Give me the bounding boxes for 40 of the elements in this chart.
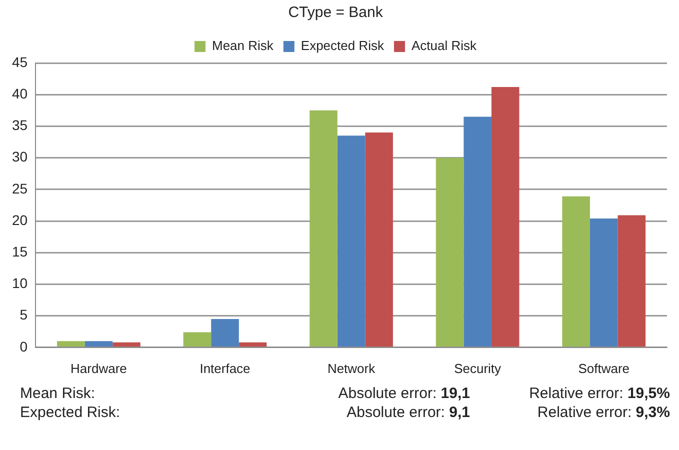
bar xyxy=(183,332,212,347)
legend-label: Mean Risk xyxy=(212,38,274,54)
bar xyxy=(211,318,239,347)
x-tick-label: Network xyxy=(327,360,376,376)
bar xyxy=(112,342,140,347)
y-tick-label: 20 xyxy=(12,212,28,228)
bar xyxy=(238,342,267,347)
y-tick-label: 35 xyxy=(12,117,28,134)
x-tick-label: Software xyxy=(578,360,630,376)
bar xyxy=(491,87,520,347)
bar xyxy=(590,218,618,347)
x-tick-label: Security xyxy=(454,360,502,376)
bar xyxy=(618,215,646,347)
bar xyxy=(562,196,590,347)
bar xyxy=(57,341,85,347)
y-tick-label: 5 xyxy=(20,306,28,323)
bar xyxy=(464,116,492,347)
y-tick-label: 10 xyxy=(12,275,28,292)
chart-title: CType = Bank xyxy=(288,4,384,22)
text: Absolute error: 19,1 xyxy=(337,385,470,402)
y-tick-label: 40 xyxy=(12,85,28,102)
y-tick-label: 0 xyxy=(20,338,28,354)
y-tick-label: 30 xyxy=(12,148,28,165)
bar xyxy=(365,132,393,347)
bar xyxy=(310,110,338,347)
y-tick-label: 25 xyxy=(12,180,28,196)
text: Relative error: 19,5% xyxy=(528,385,670,402)
legend-label: Actual Risk xyxy=(411,38,478,54)
text: Relative error: 9,3% xyxy=(536,404,670,421)
x-tick-label: Hardware xyxy=(70,360,127,376)
bar xyxy=(84,341,113,347)
bar xyxy=(436,158,464,347)
text: Expected Risk: xyxy=(20,404,122,421)
y-tick-label: 45 xyxy=(12,54,28,70)
legend-label: Expected Risk xyxy=(300,38,384,54)
text: Mean Risk: xyxy=(20,385,96,402)
bar xyxy=(337,136,366,347)
y-tick-label: 15 xyxy=(12,243,28,260)
x-tick-label: Interface xyxy=(200,360,250,376)
text: Absolute error: 9,1 xyxy=(346,404,470,421)
